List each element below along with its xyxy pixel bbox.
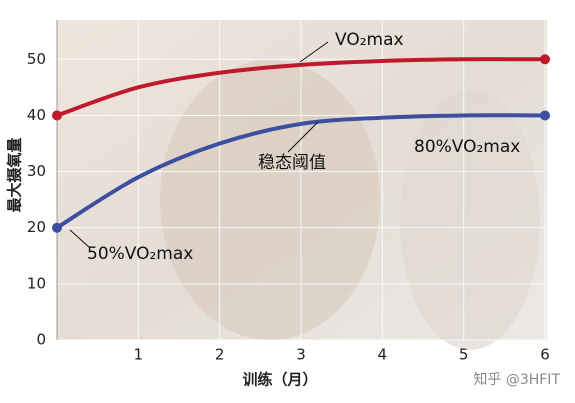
x-tick-label: 3 [296, 346, 306, 364]
y-tick-label: 30 [27, 162, 46, 180]
annotation: 80%VO₂max [414, 137, 520, 157]
leader-line [299, 41, 329, 63]
x-tick-label: 6 [540, 346, 550, 364]
series-line [55, 113, 546, 230]
annotation: VO₂max [335, 30, 404, 50]
x-tick-label: 2 [215, 346, 225, 364]
leader-line [287, 121, 319, 153]
photo-figure [160, 60, 380, 340]
photo-figure [400, 90, 540, 350]
x-tick-label: 4 [378, 346, 388, 364]
x-axis-label: 训练（月） [242, 371, 317, 389]
end-marker [540, 110, 550, 121]
leader-line [69, 229, 91, 249]
series-line [56, 57, 546, 118]
x-tick-label: 5 [459, 346, 469, 364]
end-marker [52, 110, 62, 121]
end-marker [540, 54, 550, 65]
end-marker [52, 222, 62, 233]
y-tick-label: 50 [27, 50, 46, 68]
y-tick-label: 20 [27, 218, 46, 236]
watermark: 知乎 @3HFIT [473, 371, 560, 388]
y-tick-label: 10 [27, 274, 46, 292]
y-tick-label: 0 [36, 331, 46, 349]
annotation: 50%VO₂max [87, 244, 193, 264]
y-tick-label: 40 [27, 106, 46, 124]
annotation: 稳态阈值 [258, 153, 326, 173]
y-axis-label: 最大摄氧量 [6, 137, 24, 212]
x-tick-label: 1 [134, 346, 144, 364]
